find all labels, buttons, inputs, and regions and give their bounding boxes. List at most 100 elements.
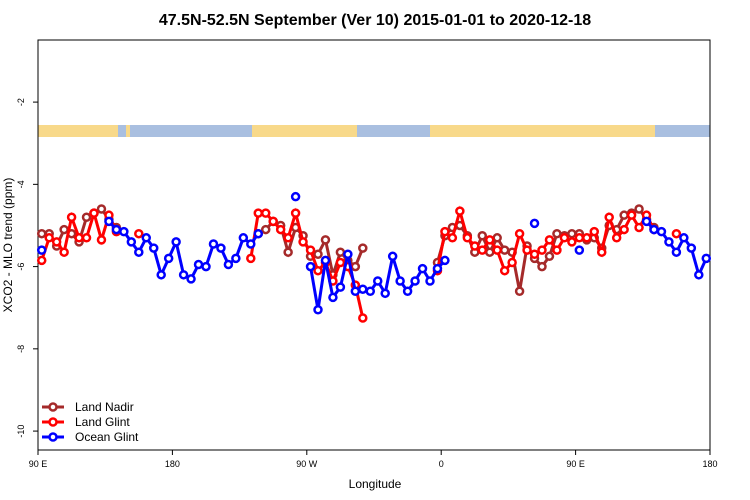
- data-point: [305, 261, 316, 272]
- data-point: [193, 259, 204, 270]
- data-point: [111, 224, 122, 235]
- data-point: [634, 204, 644, 214]
- data-point: [335, 247, 346, 257]
- data-point: [514, 286, 525, 297]
- data-point: [447, 233, 458, 243]
- data-point: [81, 233, 92, 243]
- data-point: [537, 245, 547, 255]
- legend-label: Land Nadir: [75, 400, 134, 414]
- data-point: [59, 224, 69, 235]
- data-point: [283, 247, 293, 257]
- data-point: [260, 208, 271, 218]
- data-point: [567, 228, 577, 239]
- data-point: [231, 253, 241, 264]
- data-point: [81, 212, 92, 222]
- x-axis-label: Longitude: [349, 477, 402, 491]
- legend-marker: [48, 432, 58, 442]
- data-point: [499, 265, 510, 276]
- data-point: [484, 247, 495, 257]
- x-tick-label: 180: [702, 459, 717, 469]
- x-tick-label: 90 E: [566, 459, 585, 469]
- data-point: [619, 210, 629, 220]
- data-point: [604, 212, 614, 222]
- data-point: [104, 216, 114, 227]
- data-point: [313, 249, 323, 260]
- data-point: [641, 216, 652, 227]
- data-point: [529, 249, 540, 260]
- data-point: [66, 212, 77, 222]
- data-point: [544, 251, 555, 262]
- legend-marker: [48, 402, 58, 412]
- data-point: [387, 251, 398, 262]
- data-point: [649, 224, 659, 235]
- data-point: [171, 237, 181, 247]
- data-point: [335, 257, 346, 268]
- data-point: [36, 255, 47, 266]
- data-point: [499, 245, 510, 255]
- data-point: [238, 233, 249, 243]
- data-point: [611, 233, 622, 243]
- data-point: [589, 226, 600, 237]
- data-point: [559, 233, 570, 243]
- data-point: [51, 237, 62, 247]
- data-point: [290, 208, 301, 218]
- data-point: [410, 276, 420, 286]
- data-point: [283, 233, 293, 243]
- data-point: [372, 276, 383, 286]
- legend-label: Ocean Glint: [75, 430, 139, 444]
- plot-frame: [37, 39, 711, 451]
- data-point: [582, 233, 592, 243]
- data-point: [671, 247, 682, 257]
- data-point: [358, 243, 368, 253]
- data-point: [358, 313, 368, 323]
- data-point: [268, 216, 278, 227]
- data-point: [313, 305, 323, 315]
- data-point: [246, 239, 256, 249]
- data-point: [216, 243, 226, 253]
- y-tick-label: -6: [16, 263, 26, 271]
- data-point: [574, 233, 585, 243]
- chart-title: 47.5N-52.5N September (Ver 10) 2015-01-0…: [159, 12, 591, 29]
- data-point: [514, 228, 525, 239]
- data-point: [626, 210, 637, 220]
- data-point: [402, 286, 413, 297]
- data-point: [671, 228, 682, 239]
- land-ocean-strip: [38, 125, 710, 137]
- data-point: [701, 253, 712, 264]
- data-point: [44, 233, 54, 243]
- data-point: [223, 259, 234, 270]
- data-point: [477, 245, 488, 255]
- x-tick-label: 0: [439, 459, 444, 469]
- data-point: [529, 218, 540, 229]
- y-axis-label: XCO2 - MLO trend (ppm): [1, 178, 15, 313]
- x-tick-label: 90 W: [296, 459, 318, 469]
- data-point: [522, 245, 532, 255]
- data-point: [507, 257, 517, 268]
- data-point: [305, 245, 316, 255]
- data-point: [201, 261, 211, 272]
- data-point: [574, 245, 585, 255]
- x-tick-label: 180: [165, 459, 180, 469]
- data-point: [395, 276, 405, 286]
- data-point: [365, 286, 376, 297]
- data-point: [134, 247, 144, 257]
- data-point: [141, 233, 152, 243]
- data-point: [335, 282, 346, 292]
- data-point: [358, 284, 368, 294]
- data-point: [148, 243, 159, 253]
- data-point: [163, 253, 174, 264]
- data-point: [619, 224, 629, 235]
- data-point: [686, 243, 697, 253]
- data-point: [679, 233, 689, 243]
- data-point: [694, 270, 704, 280]
- data-point: [74, 233, 84, 243]
- y-tick-label: -4: [16, 180, 26, 188]
- data-point: [36, 245, 47, 255]
- data-point: [350, 286, 361, 297]
- data-point: [313, 265, 323, 276]
- data-point: [290, 191, 301, 202]
- data-point: [208, 239, 219, 249]
- data-point: [343, 249, 353, 260]
